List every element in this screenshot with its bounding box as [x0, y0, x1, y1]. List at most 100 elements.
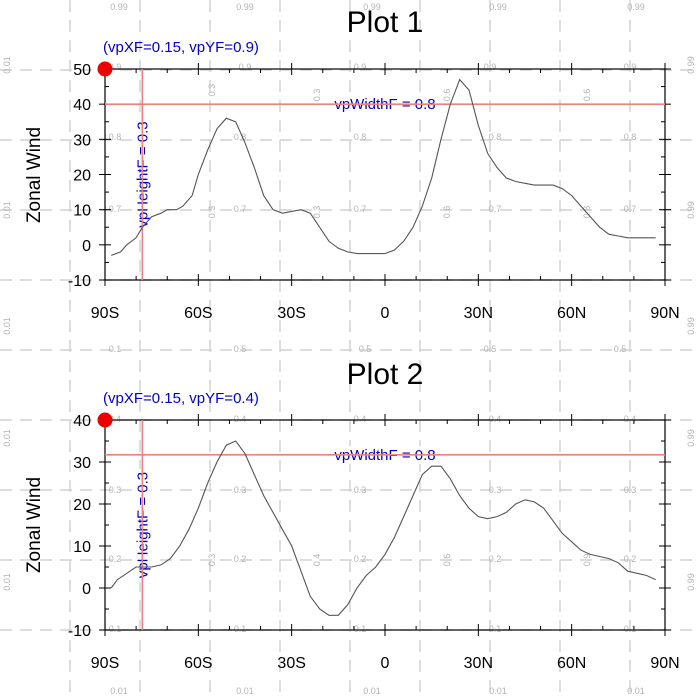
grid-fraction-label: 0.4	[109, 414, 122, 424]
y-tick-label: 20	[73, 168, 91, 185]
y-tick-label: 0	[82, 238, 91, 255]
y-tick-label: 20	[73, 497, 91, 514]
grid-fraction-label: 0.5	[234, 344, 247, 354]
y-tick-label: 30	[73, 455, 91, 472]
y-tick-label: -10	[68, 623, 91, 640]
grid-fraction-label: 0.9	[624, 62, 637, 72]
x-tick-label: 0	[381, 655, 390, 672]
zonal-wind-line	[110, 440, 656, 616]
x-tick-label: 60S	[184, 305, 212, 322]
grid-fraction-label: 0.1	[234, 624, 247, 634]
grid-fraction-label: 0.6	[442, 89, 452, 102]
grid-fraction-label: 0.99	[686, 201, 696, 219]
x-tick-label: 90N	[650, 655, 679, 672]
y-tick-label: 10	[73, 203, 91, 220]
grid-fraction-label: 0.4	[489, 414, 502, 424]
grid-fraction-label: 0.3	[207, 206, 217, 219]
grid-fraction-label: 0.6	[442, 554, 452, 567]
grid-fraction-label: 0.01	[489, 686, 507, 696]
grid-fraction-label: 0.9	[582, 554, 592, 567]
grid-fraction-label: 0.2	[354, 554, 367, 564]
grid-fraction-label: 0.3	[207, 554, 217, 567]
plot-1: -10 0 10 20 30 40 50 90S 60S 30S 0 30N 60N 90N Plot 1…	[24, 6, 680, 322]
grid-fraction-label: 0.3	[624, 485, 637, 495]
viewport-origin-marker	[97, 61, 113, 77]
grid-fraction-label: 0.8	[582, 206, 592, 219]
grid-fraction-label: 0.3	[489, 485, 502, 495]
grid-fraction-label: 0.99	[686, 429, 696, 447]
grid-fraction-label: 0.01	[2, 201, 12, 219]
grid-fraction-label: 0.99	[110, 2, 128, 12]
grid-fraction-label: 0.6	[582, 89, 592, 102]
grid-fraction-label: 0.01	[2, 56, 12, 74]
grid-fraction-label: 0.3	[109, 485, 122, 495]
grid-fraction-label: 0.7	[109, 204, 122, 214]
grid-fraction-label: 0.3	[312, 89, 322, 102]
grid-fraction-label: 0.5	[614, 344, 627, 354]
grid-fraction-label: 0.7	[234, 204, 247, 214]
grid-fraction-label: 0.3	[234, 485, 247, 495]
grid-fraction-label: 0.01	[627, 686, 645, 696]
grid-fraction-label: 0.5	[359, 344, 372, 354]
grid-fraction-label: 0.4	[234, 414, 247, 424]
grid-fraction-label: 0.3	[354, 485, 367, 495]
x-tick-label: 60N	[557, 305, 586, 322]
x-tick-label: 30S	[277, 655, 305, 672]
grid-fraction-label: 0.01	[2, 317, 12, 335]
grid-fraction-label: 0.99	[686, 56, 696, 74]
grid-fraction-label: 0.8	[109, 132, 122, 142]
x-tick-label: 90S	[91, 655, 119, 672]
grid-fraction-label: 0.8	[489, 132, 502, 142]
grid-fraction-label: 0.01	[2, 429, 12, 447]
grid-fraction-label: 0.01	[110, 686, 128, 696]
grid-fraction-label: 0.1	[354, 624, 367, 634]
grid-fraction-label: 0.1	[109, 624, 122, 634]
grid-fraction-label: 0.7	[354, 204, 367, 214]
grid-fraction-label: 0.01	[236, 686, 254, 696]
grid-fraction-label: 0.8	[354, 132, 367, 142]
y-tick-label: 40	[73, 97, 91, 114]
grid-fraction-label: 0.99	[363, 2, 381, 12]
grid-fraction-label: 0.2	[624, 554, 637, 564]
grid-fraction-label: 0.1	[489, 624, 502, 634]
x-tick-label: 30N	[464, 305, 493, 322]
grid-fraction-label: 0.2	[234, 554, 247, 564]
grid-fraction-label: 0.8	[624, 132, 637, 142]
viewport-origin-marker	[97, 412, 113, 428]
grid-fraction-label: 0.4	[354, 414, 367, 424]
plot-2-title: Plot 2	[347, 358, 424, 391]
y-tick-label: -10	[68, 273, 91, 290]
plot-2-y-axis-label: Zonal Wind	[24, 477, 45, 573]
grid-fraction-label: 0.9	[354, 62, 367, 72]
grid-fraction-label: 0.1	[109, 344, 122, 354]
x-tick-label: 90S	[91, 305, 119, 322]
grid-fraction-label: 0.2	[489, 554, 502, 564]
plot-1-frame: -10 0 10 20 30 40 50 90S 60S 30S 0 30N 60N 90N	[68, 62, 680, 322]
x-tick-label: 60N	[557, 655, 586, 672]
grid-fraction-label: 0.5	[484, 344, 497, 354]
grid-fraction-label: 0.3	[207, 84, 217, 97]
grid-fraction-label: 0.4	[624, 414, 637, 424]
y-tick-label: 30	[73, 132, 91, 149]
grid-fraction-label: 0.8	[234, 132, 247, 142]
grid-fraction-label: 0.99	[236, 2, 254, 12]
grid-fraction-label: 0.2	[109, 554, 122, 564]
y-tick-label: 50	[73, 62, 91, 79]
grid-fraction-label: 0.01	[2, 573, 12, 591]
grid-fraction-label: 0.7	[624, 204, 637, 214]
grid-fraction-label: 0.9	[109, 62, 122, 72]
x-tick-label: 0	[381, 305, 390, 322]
plot-1-title: Plot 1	[347, 6, 424, 39]
plot-2-frame: -10 0 10 20 30 40 90S 60S 30S 0 30N 60N 90N	[68, 413, 680, 672]
grid-fraction-label: 0.01	[363, 686, 381, 696]
x-tick-label: 30S	[277, 305, 305, 322]
x-tick-label: 90N	[650, 305, 679, 322]
grid-fraction-label: 0.1	[624, 624, 637, 634]
grid-fraction-label: 0.99	[686, 573, 696, 591]
grid-fraction-label: 0.9	[239, 62, 252, 72]
plot-2: -10 0 10 20 30 40 90S 60S 30S 0 30N 60N 90N Plot 2 Z…	[24, 358, 680, 672]
grid-fraction-label: 0.99	[686, 317, 696, 335]
grid-fraction-label: 0.99	[627, 2, 645, 12]
x-tick-label: 60S	[184, 655, 212, 672]
